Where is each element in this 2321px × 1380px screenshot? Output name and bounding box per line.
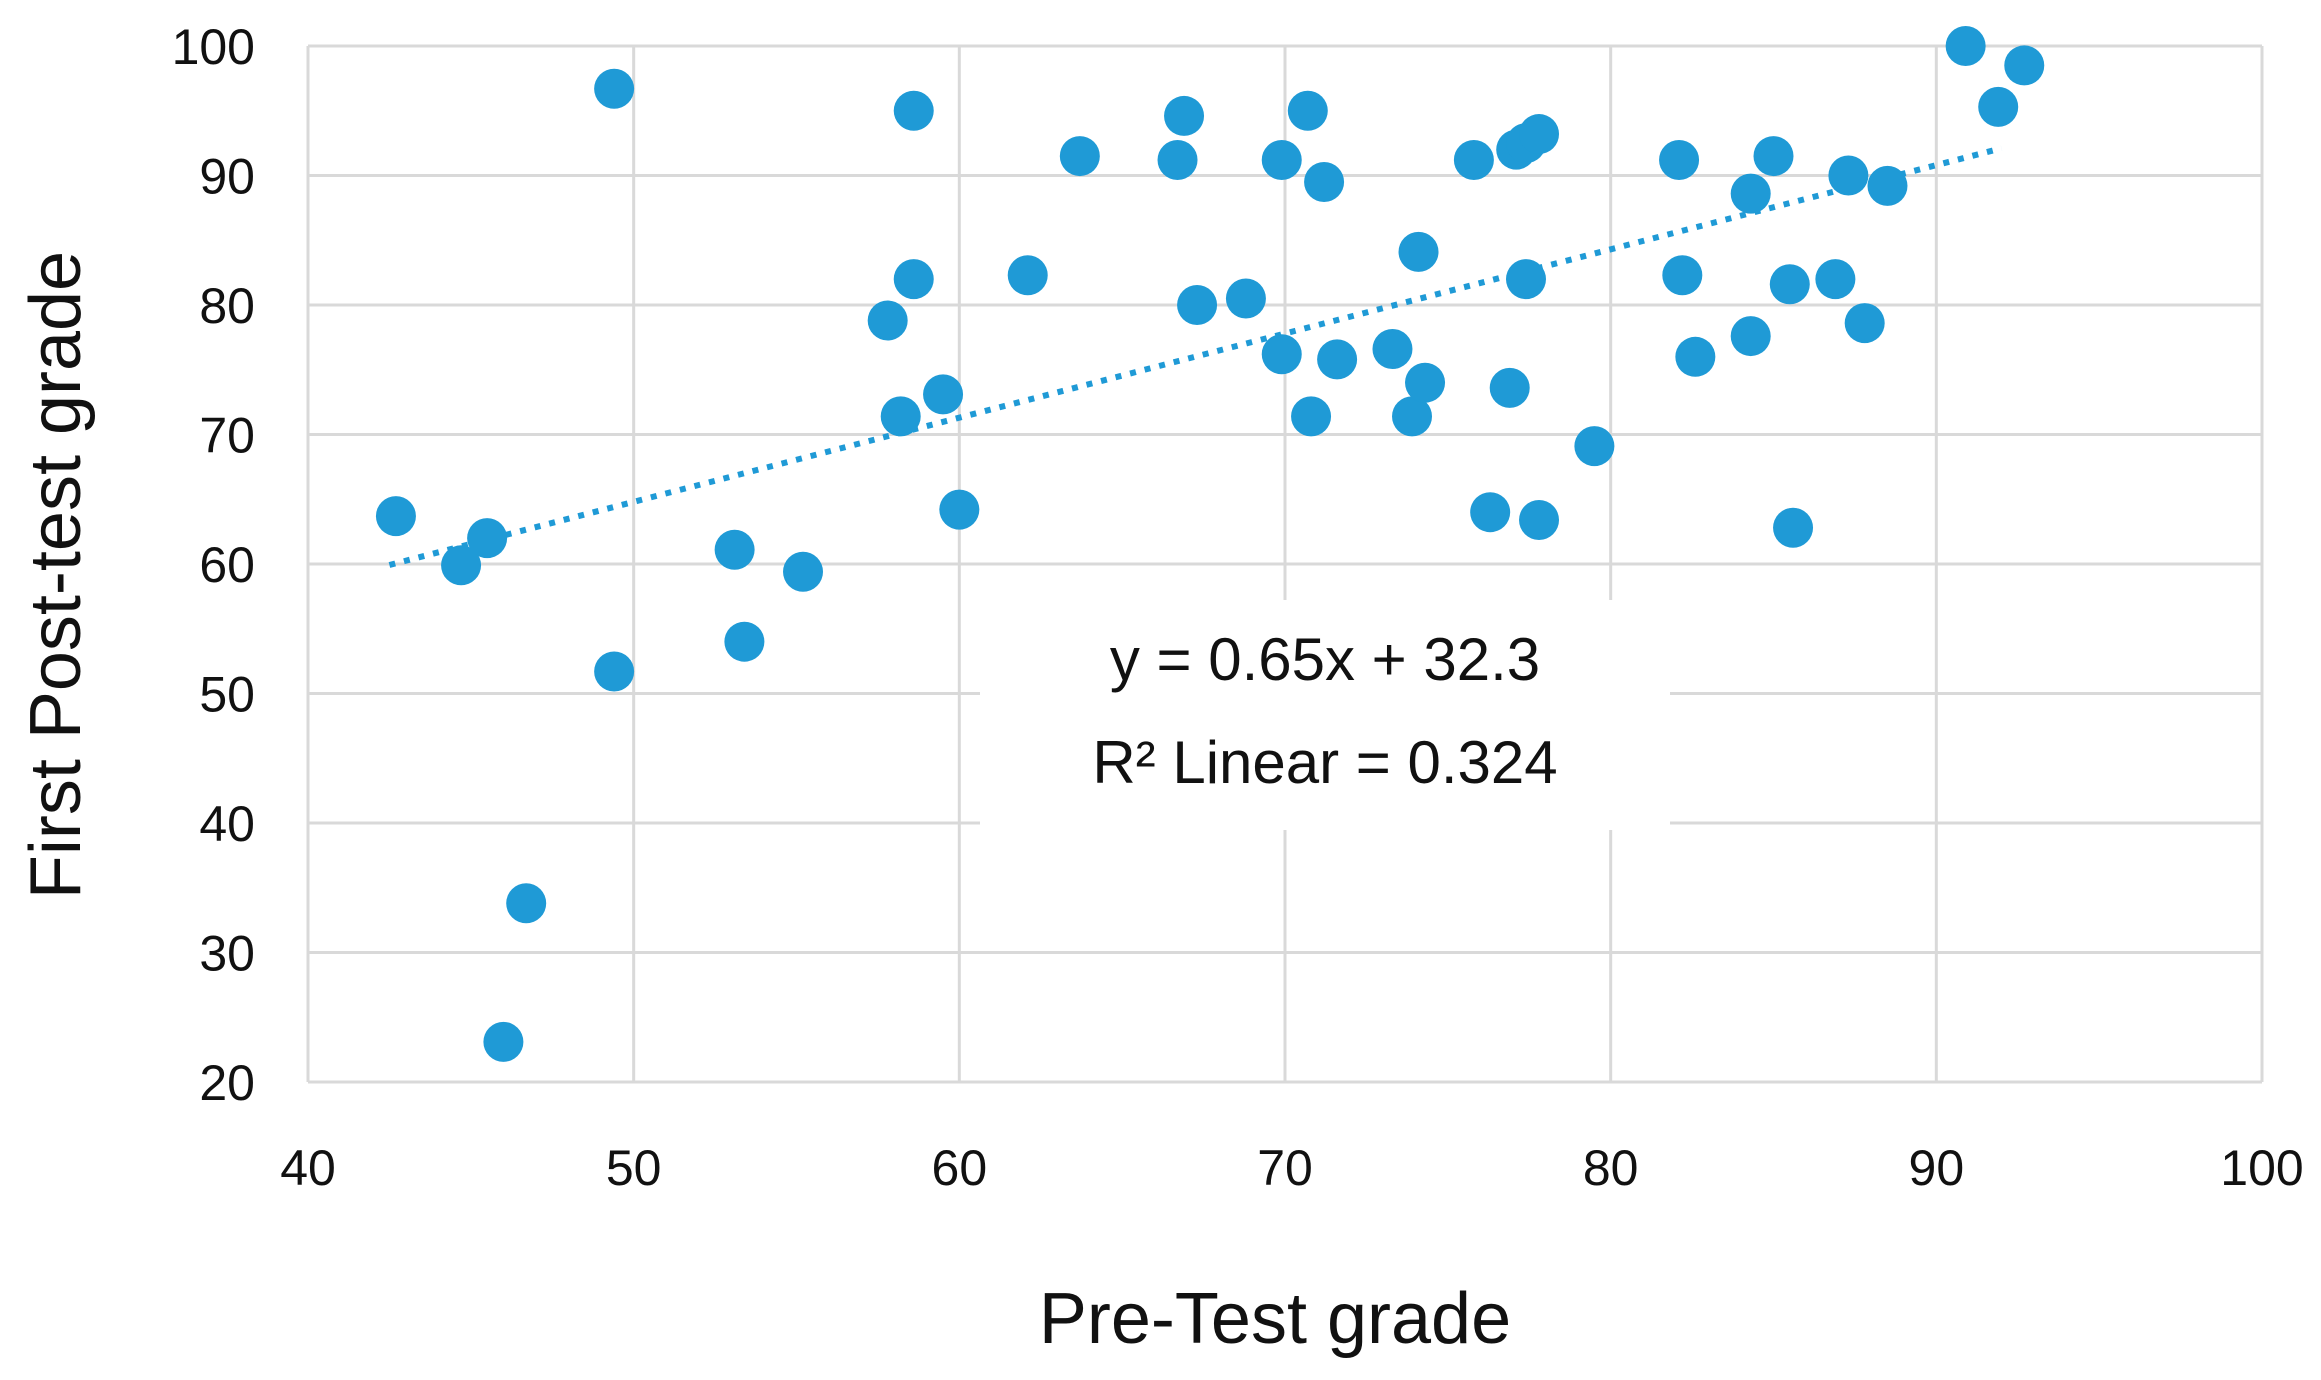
y-tick-label-6: 80: [199, 278, 255, 334]
data-point-20: [1177, 285, 1218, 325]
data-point-41: [1659, 139, 1700, 180]
y-tick-label-3: 50: [199, 667, 255, 723]
data-point-5: [594, 68, 635, 109]
data-point-12: [893, 90, 934, 131]
data-point-25: [1291, 396, 1332, 437]
data-point-8: [724, 621, 765, 662]
grid-lines: [306, 44, 2264, 1084]
data-point-55: [2004, 45, 2045, 86]
data-point-51: [1844, 303, 1885, 344]
x-tick-labels: 40 50 60 70 80 90 100: [280, 1140, 2304, 1196]
data-point-1: [441, 545, 482, 586]
y-axis-title: First Post-test grade: [16, 251, 96, 899]
data-point-0: [375, 496, 416, 537]
data-point-21: [1225, 278, 1266, 319]
data-point-32: [1453, 139, 1494, 180]
y-tick-labels: 20 30 40 50 60 70 80 90 100: [172, 19, 255, 1111]
data-point-22: [1261, 139, 1302, 180]
data-point-24: [1287, 90, 1328, 131]
y-tick-label-2: 40: [199, 796, 255, 852]
data-point-42: [1662, 255, 1703, 296]
x-axis-title: Pre-Test grade: [1039, 1279, 1511, 1359]
data-point-37: [1505, 259, 1546, 300]
data-point-50: [1828, 155, 1869, 196]
data-point-16: [1007, 255, 1048, 296]
x-tick-label-5: 90: [1909, 1140, 1965, 1196]
data-point-9: [783, 551, 824, 592]
data-point-11: [880, 396, 921, 437]
y-tick-label-1: 30: [199, 926, 255, 982]
data-point-38: [1519, 114, 1560, 155]
data-point-26: [1304, 161, 1345, 202]
data-point-19: [1164, 95, 1205, 136]
trendline-equation: y = 0.65x + 32.3: [1110, 626, 1540, 693]
data-point-31: [1405, 362, 1446, 403]
data-points: [375, 26, 2045, 1062]
data-point-46: [1753, 136, 1794, 177]
data-point-30: [1398, 231, 1439, 272]
data-point-49: [1815, 259, 1856, 300]
x-tick-label-6: 100: [2220, 1140, 2303, 1196]
equation-box: y = 0.65x + 32.3 R² Linear = 0.324: [980, 600, 1670, 830]
equation-box-background: [980, 600, 1670, 830]
x-tick-label-0: 40: [280, 1140, 336, 1196]
x-tick-label-2: 60: [932, 1140, 988, 1196]
data-point-23: [1261, 334, 1302, 375]
data-point-4: [506, 883, 547, 924]
y-tick-label-0: 20: [199, 1055, 255, 1111]
data-point-18: [1157, 139, 1198, 180]
data-point-2: [467, 518, 508, 559]
y-tick-label-8: 100: [172, 19, 255, 75]
data-point-40: [1574, 426, 1615, 467]
data-point-48: [1773, 507, 1814, 548]
data-point-7: [714, 529, 755, 570]
data-point-53: [1945, 26, 1986, 66]
data-point-10: [867, 300, 908, 341]
data-point-34: [1489, 367, 1530, 408]
data-point-43: [1675, 336, 1716, 377]
y-tick-label-5: 70: [199, 408, 255, 464]
data-point-39: [1519, 499, 1560, 540]
data-point-14: [923, 374, 964, 415]
data-point-13: [893, 259, 934, 300]
data-point-15: [939, 489, 980, 530]
data-point-44: [1730, 173, 1771, 214]
data-point-54: [1978, 86, 2019, 127]
y-tick-label-4: 60: [199, 537, 255, 593]
data-point-33: [1470, 492, 1511, 533]
data-point-17: [1059, 136, 1100, 177]
data-point-3: [483, 1021, 524, 1062]
data-point-6: [594, 651, 635, 692]
data-point-47: [1769, 264, 1810, 305]
x-tick-label-4: 80: [1583, 1140, 1639, 1196]
data-point-28: [1372, 329, 1413, 370]
x-tick-label-1: 50: [606, 1140, 662, 1196]
x-tick-label-3: 70: [1257, 1140, 1313, 1196]
data-point-27: [1317, 339, 1358, 380]
y-tick-label-7: 90: [199, 149, 255, 205]
r-squared-label: R² Linear = 0.324: [1092, 729, 1557, 796]
data-point-52: [1867, 165, 1908, 206]
data-point-45: [1730, 316, 1771, 357]
data-point-29: [1392, 396, 1433, 437]
